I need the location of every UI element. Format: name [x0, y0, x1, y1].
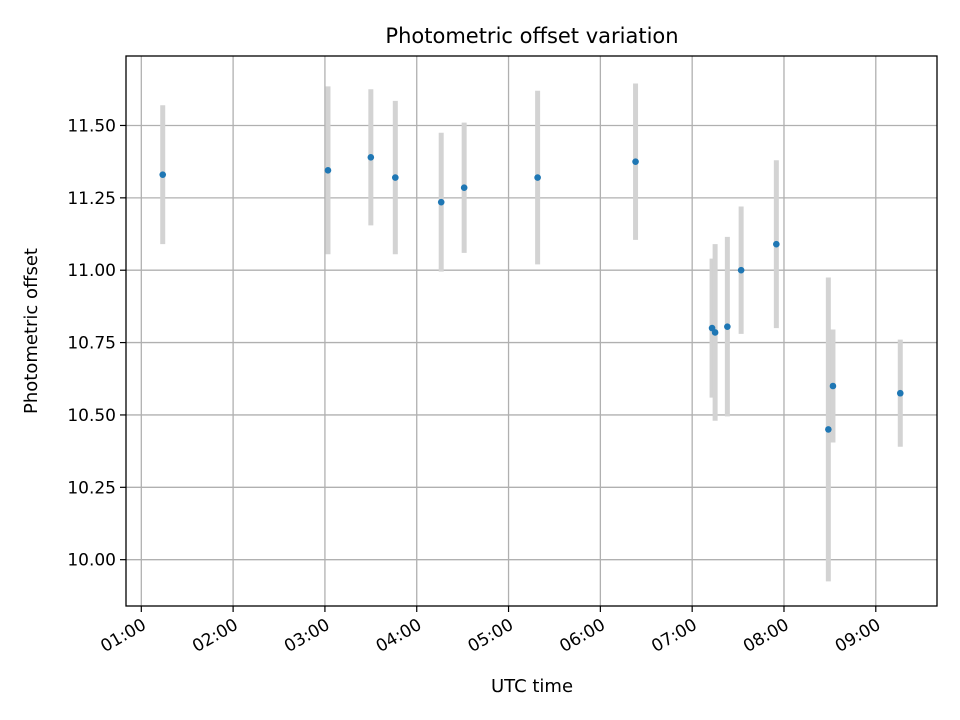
- y-tick-label: 10.25: [67, 478, 116, 498]
- data-point: [829, 382, 837, 390]
- y-tick-label: 10.50: [67, 406, 116, 426]
- x-tick-label: 03:00: [281, 615, 333, 657]
- data-point: [896, 389, 904, 397]
- chart-title: Photometric offset variation: [385, 24, 678, 48]
- data-point: [392, 174, 399, 181]
- data-point: [825, 426, 832, 433]
- data-point: [460, 184, 468, 192]
- data-point: [367, 154, 375, 161]
- y-tick-label: 11.00: [67, 261, 116, 281]
- y-tick-label: 11.25: [67, 189, 116, 209]
- x-tick-label: 02:00: [189, 615, 241, 657]
- y-axis-label: Photometric offset: [21, 248, 42, 414]
- data-point: [724, 323, 731, 330]
- data-point: [773, 240, 780, 248]
- y-tick-label: 10.75: [67, 334, 116, 354]
- x-tick-label: 06:00: [556, 615, 608, 657]
- x-tick-label: 04:00: [373, 615, 425, 657]
- y-tick-label: 10.00: [67, 551, 116, 571]
- data-point: [737, 266, 745, 274]
- data-points: [159, 154, 904, 433]
- x-tick-label: 09:00: [832, 615, 884, 657]
- data-point: [534, 174, 541, 181]
- data-point: [437, 198, 445, 206]
- data-point: [711, 329, 719, 336]
- plot-frame: [125, 55, 938, 607]
- grid: [126, 56, 937, 606]
- x-tick-label: 07:00: [648, 615, 700, 657]
- data-point: [632, 158, 639, 165]
- data-point: [159, 171, 167, 178]
- x-tick-label: 01:00: [97, 615, 149, 657]
- y-tick-label: 11.50: [67, 116, 116, 136]
- data-point: [324, 167, 332, 174]
- x-tick-label: 05:00: [465, 615, 517, 657]
- x-axis-label: UTC time: [491, 676, 573, 697]
- x-tick-label: 08:00: [740, 615, 792, 657]
- error-bars: [160, 83, 903, 582]
